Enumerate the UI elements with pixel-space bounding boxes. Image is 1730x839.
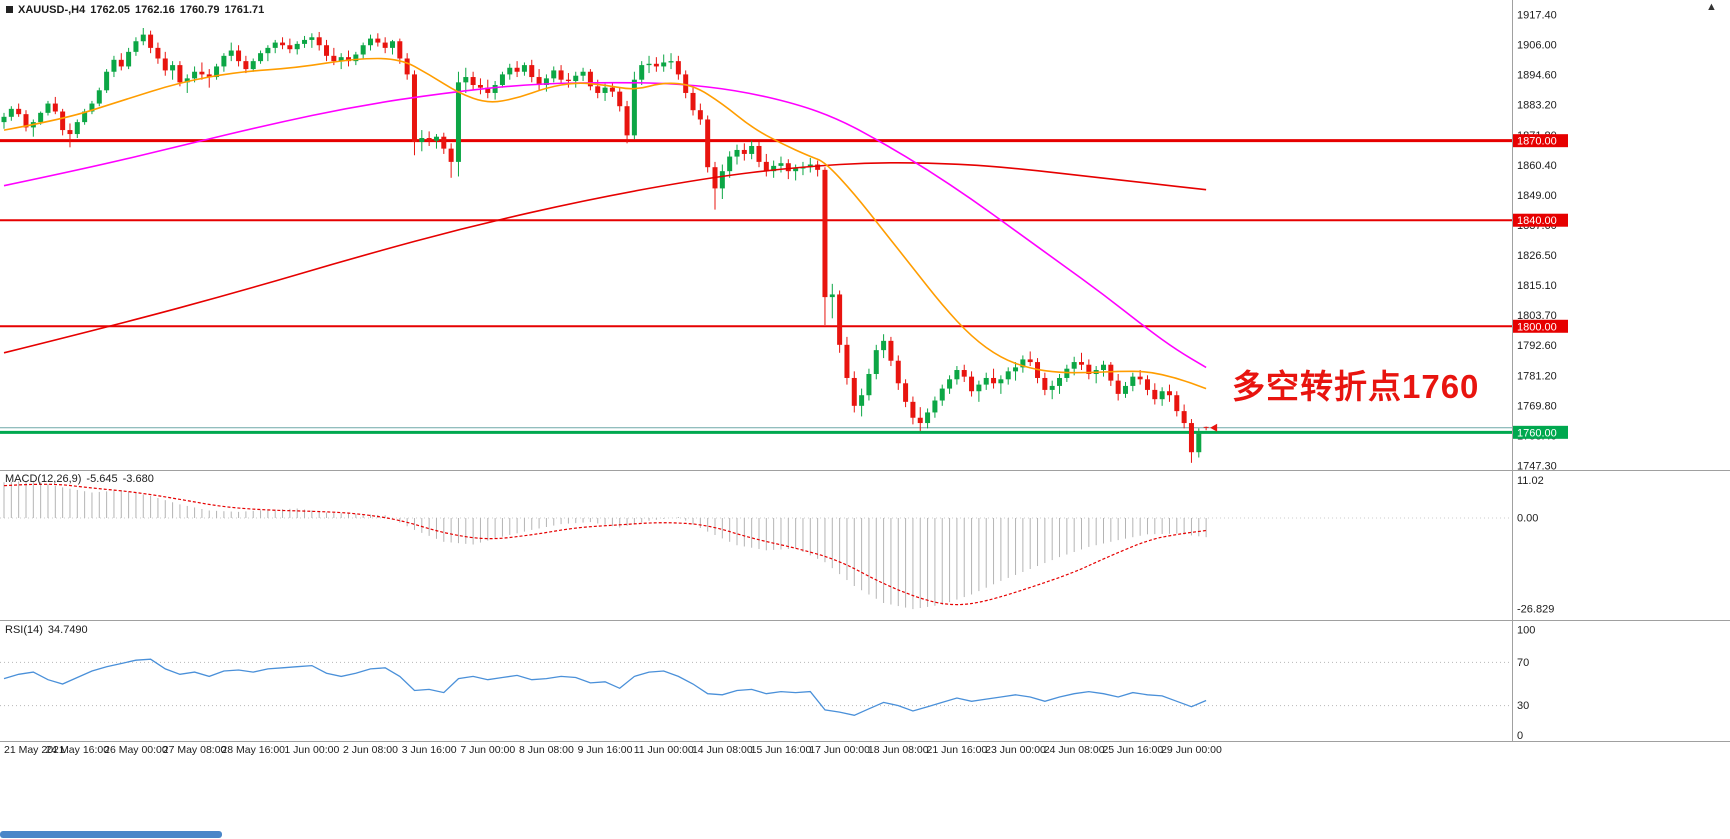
svg-text:11.02: 11.02 <box>1517 475 1544 487</box>
svg-text:1 Jun 00:00: 1 Jun 00:00 <box>284 744 339 756</box>
svg-text:1849.00: 1849.00 <box>1517 190 1557 202</box>
rsi-value: 34.7490 <box>47 624 88 636</box>
svg-text:1906.00: 1906.00 <box>1517 40 1557 52</box>
svg-text:14 Jun 08:00: 14 Jun 08:00 <box>692 744 753 756</box>
svg-text:11 Jun 00:00: 11 Jun 00:00 <box>634 744 694 756</box>
svg-text:100: 100 <box>1517 625 1535 637</box>
macd-main-value: -5.645 <box>86 473 118 485</box>
svg-text:1781.20: 1781.20 <box>1517 370 1557 382</box>
svg-text:1840.00: 1840.00 <box>1517 215 1557 227</box>
rsi-indicator-label: RSI(14) 34.7490 <box>5 624 88 636</box>
svg-text:21 May 2021: 21 May 2021 <box>4 744 65 756</box>
annotation-text[interactable]: 多空转折点1760 <box>1232 368 1480 405</box>
high-value: 1762.16 <box>135 4 175 16</box>
chart-title: XAUUSD-,H4 1762.05 1762.16 1760.79 1761.71 <box>6 4 264 16</box>
svg-text:1860.40: 1860.40 <box>1517 160 1557 172</box>
svg-text:24 Jun 08:00: 24 Jun 08:00 <box>1044 744 1105 756</box>
svg-text:1800.00: 1800.00 <box>1517 321 1557 333</box>
candlestick-series <box>1 27 1209 463</box>
rsi-title: RSI(14) <box>5 624 43 636</box>
svg-text:1747.30: 1747.30 <box>1517 461 1557 473</box>
svg-text:3 Jun 16:00: 3 Jun 16:00 <box>402 744 457 756</box>
panel-frame <box>0 0 1730 742</box>
svg-text:0.00: 0.00 <box>1517 513 1538 525</box>
svg-text:1760.00: 1760.00 <box>1517 427 1557 439</box>
macd-indicator-label: MACD(12,26,9) -5.645 -3.680 <box>5 473 154 485</box>
symbol-icon <box>6 6 13 13</box>
svg-text:-26.829: -26.829 <box>1517 604 1554 616</box>
ma-mid-magenta <box>3 81 1207 369</box>
svg-text:1769.80: 1769.80 <box>1517 400 1557 412</box>
svg-text:26 May 00:00: 26 May 00:00 <box>104 744 168 756</box>
svg-text:17 Jun 00:00: 17 Jun 00:00 <box>809 744 870 756</box>
svg-text:30: 30 <box>1517 700 1529 712</box>
svg-text:25 Jun 16:00: 25 Jun 16:00 <box>1102 744 1163 756</box>
svg-text:28 May 16:00: 28 May 16:00 <box>221 744 285 756</box>
macd-signal-line <box>3 483 1207 606</box>
low-value: 1760.79 <box>179 4 220 16</box>
svg-text:1870.00: 1870.00 <box>1517 136 1557 148</box>
svg-text:1917.40: 1917.40 <box>1517 10 1557 22</box>
price-marker <box>1210 423 1218 432</box>
svg-text:29 Jun 00:00: 29 Jun 00:00 <box>1161 744 1222 756</box>
svg-text:1792.60: 1792.60 <box>1517 340 1557 352</box>
ma-slow-red <box>3 161 1207 354</box>
svg-text:18 Jun 08:00: 18 Jun 08:00 <box>868 744 929 756</box>
open-value: 1762.05 <box>90 4 130 16</box>
ma-fast-orange <box>3 57 1207 390</box>
svg-text:0: 0 <box>1517 730 1523 742</box>
scroll-up-icon[interactable]: ▲ <box>1706 1 1717 13</box>
macd-title: MACD(12,26,9) <box>5 473 82 485</box>
rsi-panel: 100 70 30 0 <box>0 625 1535 742</box>
horizontal-scrollbar-thumb[interactable] <box>0 831 222 838</box>
svg-text:24 May 16:00: 24 May 16:00 <box>45 744 109 756</box>
moving-averages <box>3 57 1207 390</box>
svg-text:1826.50: 1826.50 <box>1517 250 1557 262</box>
svg-text:9 Jun 16:00: 9 Jun 16:00 <box>578 744 633 756</box>
svg-text:1803.70: 1803.70 <box>1517 310 1557 322</box>
macd-panel: 11.02 0.00 -26.829 <box>0 475 1554 616</box>
symbol-period-label: XAUUSD-,H4 <box>18 4 86 16</box>
price-axis[interactable]: 1917.401906.001894.601883.201871.801860.… <box>1513 10 1568 473</box>
svg-text:15 Jun 16:00: 15 Jun 16:00 <box>751 744 812 756</box>
svg-text:1894.60: 1894.60 <box>1517 70 1557 82</box>
svg-text:21 Jun 16:00: 21 Jun 16:00 <box>927 744 988 756</box>
svg-text:2 Jun 08:00: 2 Jun 08:00 <box>343 744 398 756</box>
macd-signal-value: -3.680 <box>122 473 154 485</box>
svg-text:27 May 08:00: 27 May 08:00 <box>163 744 227 756</box>
svg-text:23 Jun 00:00: 23 Jun 00:00 <box>985 744 1046 756</box>
svg-text:70: 70 <box>1517 657 1529 669</box>
svg-text:1883.20: 1883.20 <box>1517 100 1557 112</box>
horizontal-lines[interactable] <box>0 139 1512 434</box>
svg-text:8 Jun 08:00: 8 Jun 08:00 <box>519 744 574 756</box>
svg-text:7 Jun 00:00: 7 Jun 00:00 <box>460 744 515 756</box>
svg-text:1815.10: 1815.10 <box>1517 280 1557 292</box>
close-value: 1761.71 <box>224 4 265 16</box>
rsi-line <box>3 658 1207 716</box>
